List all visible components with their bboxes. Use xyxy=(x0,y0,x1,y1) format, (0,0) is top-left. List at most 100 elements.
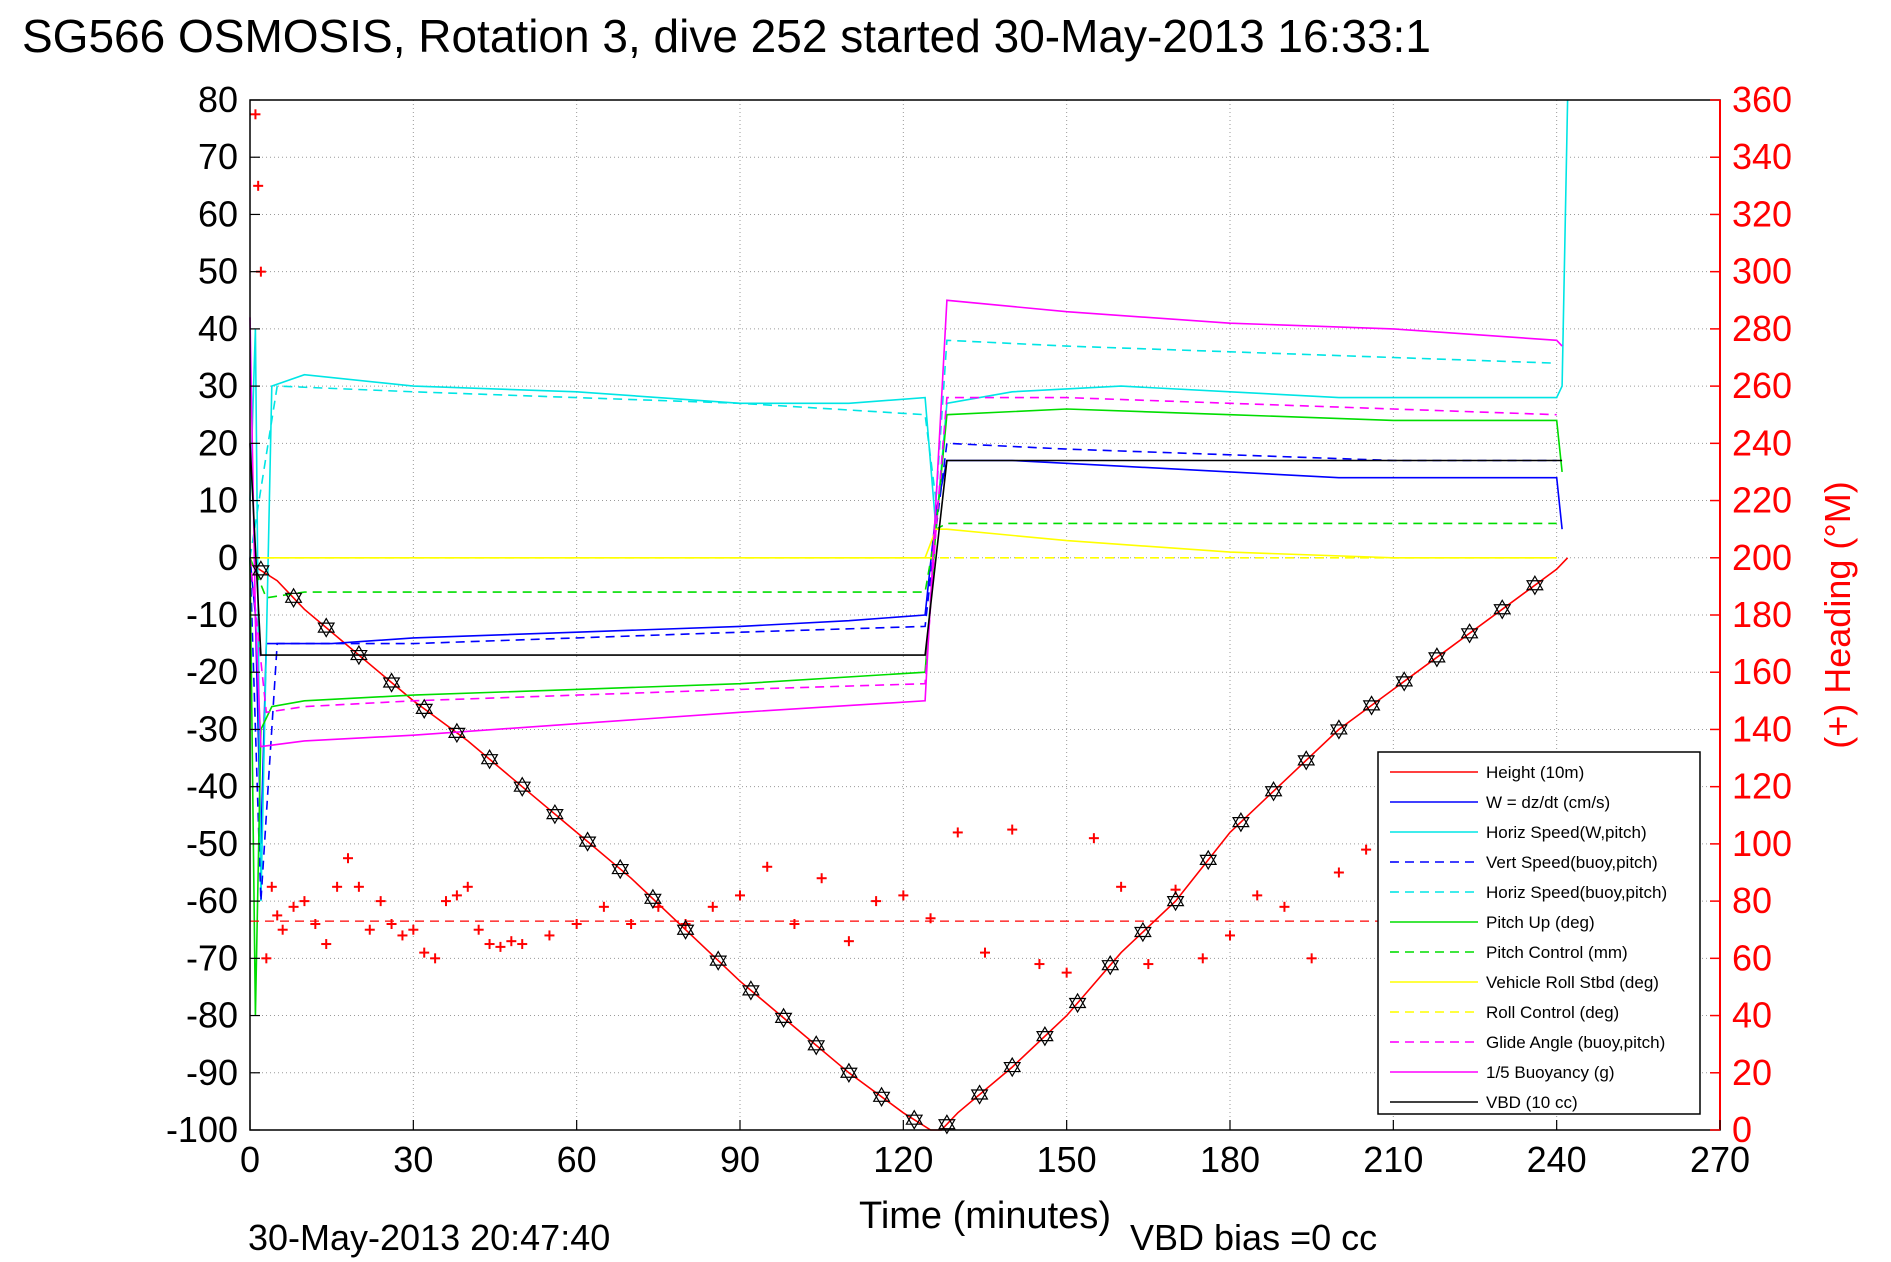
star-tri-down xyxy=(1297,755,1316,771)
height-star-marker xyxy=(317,617,336,638)
heading-marker xyxy=(364,924,375,935)
y-tick-label: 60 xyxy=(198,193,238,234)
star-tri-down xyxy=(1068,997,1087,1014)
heading-marker xyxy=(484,939,495,950)
star-tri-down xyxy=(611,863,630,880)
legend-label-5: Pitch Up (deg) xyxy=(1486,913,1595,932)
star-tri-down xyxy=(1264,786,1283,802)
star-tri-up xyxy=(676,919,695,935)
star-tri-up xyxy=(1199,849,1218,866)
legend-label-6: Pitch Control (mm) xyxy=(1486,943,1628,962)
x-axis-label: Time (minutes) xyxy=(859,1195,1111,1237)
heading-marker xyxy=(408,924,419,935)
star-tri-down xyxy=(350,649,368,666)
heading-marker xyxy=(321,939,332,950)
height-star-marker xyxy=(938,1114,956,1135)
height-star-marker xyxy=(1428,647,1446,668)
x-tick-label: 210 xyxy=(1363,1139,1423,1180)
right-axis-ticks: 3603403203002802602402202001801601401201… xyxy=(1710,79,1792,1150)
star-tri-up xyxy=(807,1035,826,1051)
star-tri-up xyxy=(480,749,499,765)
star-tri-down xyxy=(1134,926,1152,943)
star-tri-up xyxy=(938,1114,956,1130)
x-axis-ticks: 0 30 60 90 120 150 180 210 240 270 xyxy=(240,1120,1750,1180)
series-layer xyxy=(249,99,1569,1131)
legend-label-1: W = dz/dt (cm/s) xyxy=(1486,793,1610,812)
right-tick-label: 300 xyxy=(1732,251,1792,292)
heading-marker xyxy=(375,896,386,907)
y-tick-label: 50 xyxy=(198,251,238,292)
height-star-marker xyxy=(1526,575,1544,596)
right-tick-label: 280 xyxy=(1732,308,1792,349)
heading-marker xyxy=(353,881,364,892)
heading-marker xyxy=(343,853,353,864)
star-tri-down xyxy=(480,754,499,770)
star-tri-down xyxy=(1232,817,1250,833)
heading-marker xyxy=(789,919,800,929)
y-tick-label: -90 xyxy=(186,1052,238,1093)
series-line-10 xyxy=(249,299,1563,748)
height-star-marker xyxy=(1460,623,1479,644)
heading-marker xyxy=(980,947,990,958)
legend-label-2: Horiz Speed(W,pitch) xyxy=(1486,823,1647,842)
height-star-marker xyxy=(513,776,532,797)
heading-marker xyxy=(299,896,310,907)
right-axis-label: (+) Heading (°M) xyxy=(1817,481,1858,748)
heading-marker xyxy=(310,919,321,929)
height-star-marker xyxy=(1395,671,1414,692)
heading-marker xyxy=(1252,890,1263,901)
height-star-marker xyxy=(1134,921,1152,943)
series-line-1 xyxy=(249,459,1563,844)
star-tri-down xyxy=(676,924,695,940)
star-tri-down xyxy=(1460,628,1479,644)
star-tri-up xyxy=(709,950,728,966)
y-tick-label: 40 xyxy=(198,308,238,349)
x-tick-label: 90 xyxy=(720,1139,760,1180)
star-tri-up xyxy=(1264,781,1283,797)
height-star-marker xyxy=(382,672,401,693)
series-line-3 xyxy=(249,442,1557,902)
heading-marker xyxy=(419,947,430,958)
height-star-marker xyxy=(905,1109,924,1130)
star-tri-down xyxy=(284,592,303,609)
height-star-marker xyxy=(709,950,728,971)
height-star-marker xyxy=(1362,695,1381,716)
heading-marker xyxy=(332,881,343,892)
height-star-marker xyxy=(546,803,564,825)
heading-marker xyxy=(1088,833,1099,844)
star-tri-up xyxy=(252,560,270,576)
star-tri-down xyxy=(1036,1031,1054,1047)
heading-marker xyxy=(397,930,408,941)
heading-marker xyxy=(1143,959,1154,970)
star-tri-up xyxy=(382,672,401,688)
height-star-marker xyxy=(644,888,662,910)
heading-marker xyxy=(898,890,909,901)
heading-marker xyxy=(735,890,745,901)
right-tick-label: 100 xyxy=(1732,823,1792,864)
height-star-marker xyxy=(448,722,466,744)
footer-date: 30-May-2013 20:47:40 xyxy=(248,1217,610,1258)
height-star-marker xyxy=(1493,599,1512,620)
series-line-4 xyxy=(249,339,1557,558)
heading-marker xyxy=(952,827,963,838)
right-tick-label: 240 xyxy=(1732,422,1792,463)
series-line-6 xyxy=(249,522,1557,599)
height-star-marker xyxy=(1068,992,1087,1014)
heading-marker xyxy=(506,936,517,947)
series-line-11 xyxy=(249,443,1563,656)
right-tick-label: 120 xyxy=(1732,766,1792,807)
star-tri-up xyxy=(1232,811,1250,828)
star-tri-up xyxy=(578,831,597,847)
heading-marker xyxy=(571,919,582,929)
star-tri-up xyxy=(1003,1056,1022,1073)
star-tri-up xyxy=(415,698,434,714)
height-star-marker xyxy=(1199,849,1218,871)
star-tri-down xyxy=(742,985,760,1001)
heading-marker xyxy=(925,913,936,924)
y-tick-label: -20 xyxy=(186,651,238,692)
height-star-marker xyxy=(840,1062,858,1083)
footer-vbd-bias: VBD bias =0 cc xyxy=(1130,1217,1377,1258)
star-tri-down xyxy=(252,565,270,581)
height-star-marker xyxy=(284,587,303,609)
star-tri-down xyxy=(1003,1061,1022,1078)
